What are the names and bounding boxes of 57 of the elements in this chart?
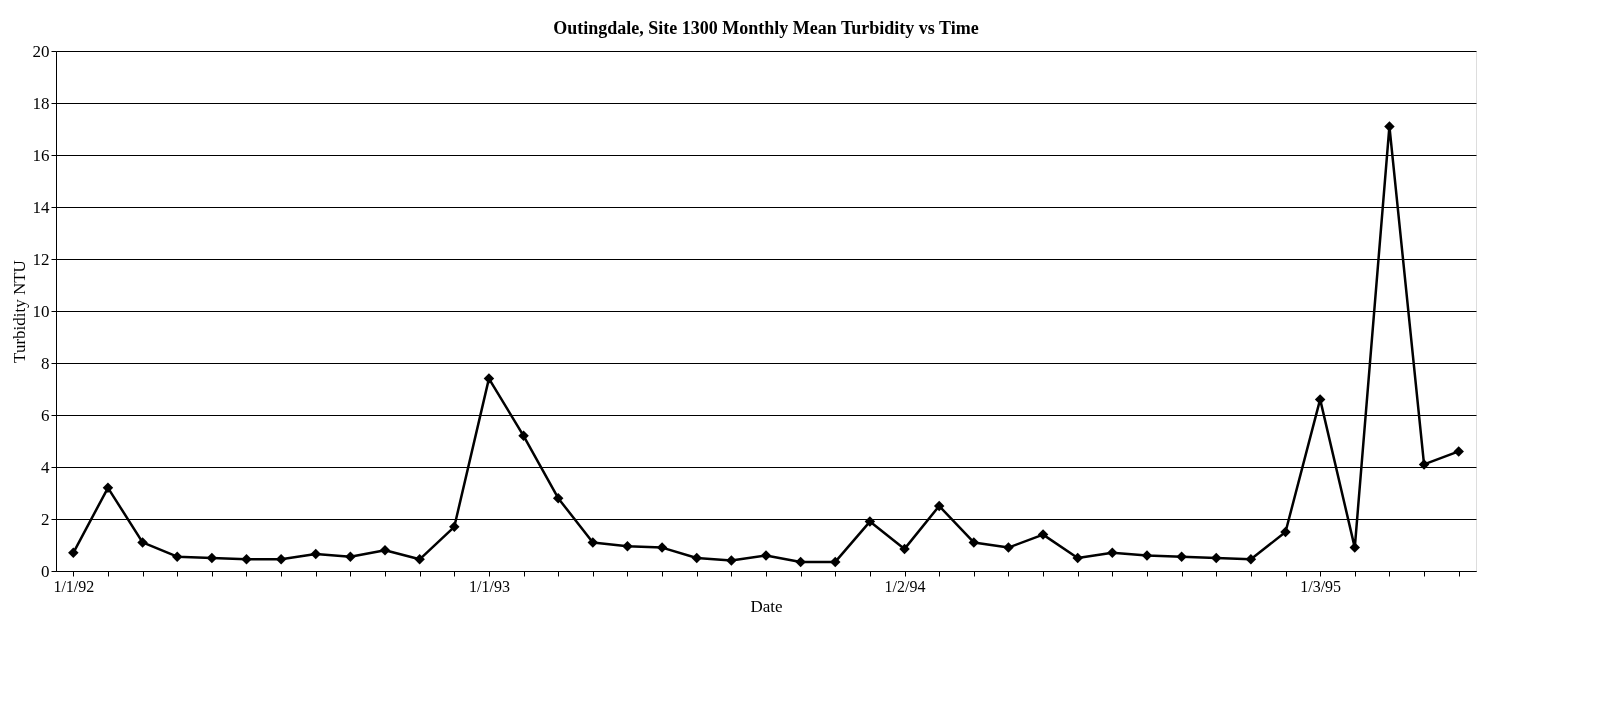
point <box>587 537 599 548</box>
point <box>310 548 321 560</box>
point <box>1037 529 1049 540</box>
point <box>691 552 702 564</box>
point <box>1211 552 1222 564</box>
point <box>1453 446 1464 457</box>
point <box>795 556 806 568</box>
point <box>968 537 980 548</box>
point <box>241 554 252 565</box>
point <box>830 556 841 568</box>
y-tick-label: 18 <box>32 93 50 113</box>
point <box>1418 459 1430 470</box>
y-tick-label: 10 <box>32 301 50 321</box>
point <box>1245 554 1257 565</box>
point <box>518 430 529 442</box>
point <box>275 554 287 565</box>
point <box>449 521 460 533</box>
point <box>552 492 564 504</box>
point <box>414 554 425 565</box>
point <box>726 555 737 566</box>
y-tick-label: 20 <box>32 41 50 61</box>
point <box>1280 526 1291 538</box>
x-axis-title: Date <box>750 596 783 616</box>
y-tick-label: 4 <box>41 457 50 477</box>
y-tick-label: 6 <box>41 405 50 425</box>
point <box>137 537 148 548</box>
point <box>656 542 668 553</box>
point <box>899 543 910 555</box>
y-tick-label: 16 <box>32 145 50 165</box>
x-tick-label: 1/2/94 <box>884 577 926 595</box>
y-tick-label: 8 <box>41 353 50 373</box>
x-tick-label: 1/1/93 <box>468 577 510 595</box>
y-tick-label: 12 <box>32 249 50 269</box>
point <box>1384 121 1395 132</box>
point <box>1349 542 1361 553</box>
y-tick-label: 14 <box>32 197 50 217</box>
x-tick-label: 1/1/92 <box>53 577 95 595</box>
y-tick-label: 2 <box>41 509 50 529</box>
point <box>864 516 876 527</box>
point <box>68 547 79 559</box>
point <box>345 551 356 562</box>
chart-title: Outingdale, Site 1300 Monthly Mean Turbidity vs Time <box>553 18 979 38</box>
point <box>760 550 772 561</box>
point <box>1072 552 1083 564</box>
point <box>1107 547 1118 559</box>
y-tick-label: 0 <box>41 561 50 581</box>
point <box>102 482 114 494</box>
point <box>622 541 633 552</box>
y-axis-title: Turbidity NTU <box>9 260 29 363</box>
x-tick-label: 1/3/95 <box>1300 577 1342 595</box>
point <box>933 500 945 512</box>
point <box>1176 551 1187 562</box>
point <box>171 551 183 562</box>
point <box>483 373 495 384</box>
point <box>1003 542 1014 553</box>
point <box>379 544 391 556</box>
point <box>1141 550 1153 561</box>
